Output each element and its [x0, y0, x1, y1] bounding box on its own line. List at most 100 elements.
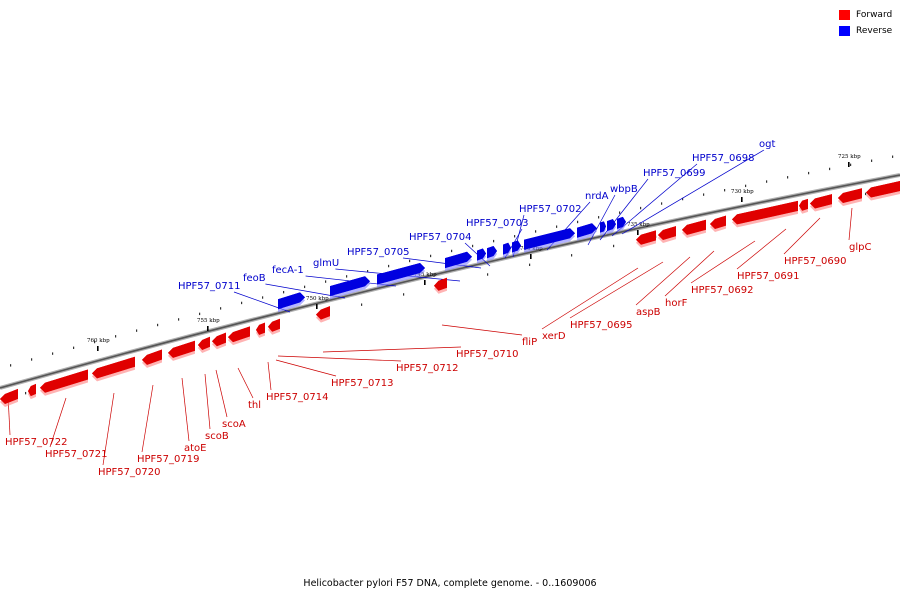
- gene-hpf57-0720: [40, 369, 88, 396]
- scale-tick-label: 730 kbp: [731, 189, 754, 195]
- gene-arrow-face: [142, 349, 162, 365]
- gene-arrow-face: [278, 292, 305, 310]
- gene-label-hpf57-0691: HPF57_0691: [737, 271, 799, 282]
- gene-label-hpf57-0704: HPF57_0704: [409, 232, 471, 243]
- scale-dot: [361, 303, 363, 306]
- gene-label-hpf57-0720: HPF57_0720: [98, 467, 160, 478]
- scale-dot: [136, 329, 138, 332]
- gene-flip: [434, 277, 447, 294]
- scale-tick-label: 725 kbp: [838, 154, 861, 160]
- gene-arrow-face: [28, 383, 36, 397]
- scale-dot: [304, 285, 306, 289]
- leader-line: [181, 377, 190, 442]
- scale-dot: [94, 340, 96, 344]
- gene-label-hpf57-0712: HPF57_0712: [396, 363, 458, 374]
- gene-hpf57-0711: [278, 292, 305, 313]
- scale-dot: [514, 235, 516, 238]
- gene-label-hpf57-0705: HPF57_0705: [347, 247, 409, 258]
- leader-line: [848, 207, 853, 241]
- scale-tick-label: 760 kbp: [87, 338, 110, 344]
- gene-label-glpc: glpC: [849, 242, 871, 253]
- gene-arrow-face: [607, 219, 616, 232]
- gene-label-aspb: aspB: [636, 307, 661, 318]
- leader-line: [635, 256, 691, 306]
- gene-arrow-face: [682, 219, 706, 235]
- leader-line: [402, 257, 482, 269]
- scale-dot: [556, 225, 558, 228]
- scale-dot: [808, 171, 810, 175]
- gene-label-horf: horF: [665, 298, 688, 309]
- leader-line: [322, 346, 462, 353]
- gene-arrow-face: [799, 198, 808, 211]
- scale-dot: [430, 254, 432, 258]
- legend-reverse-swatch: [839, 26, 850, 36]
- scale-tick-mark: [530, 254, 532, 259]
- gene-arrow-face: [256, 322, 265, 335]
- gene-arrow-face: [316, 306, 330, 320]
- scale-tick-label: 750 kbp: [306, 296, 329, 302]
- gene-hpf57-0695: [658, 226, 676, 243]
- gene-label-hpf57-0711: HPF57_0711: [178, 281, 240, 292]
- gene-label-hpf57-0722: HPF57_0722: [5, 437, 67, 448]
- legend-forward-label: Forward: [856, 10, 893, 20]
- scale-dot: [892, 155, 894, 158]
- gene-arrow-face: [710, 215, 726, 229]
- leader-line: [736, 228, 787, 270]
- gene-label-feob: feoB: [243, 273, 266, 284]
- leader-line: [587, 194, 616, 246]
- gene-arrow-face: [268, 318, 280, 332]
- gene-arrow-face: [212, 332, 226, 347]
- gene-label-atoe: atoE: [184, 443, 207, 454]
- gene-arrow-face: [228, 326, 250, 343]
- backbone-line: [0, 174, 900, 389]
- scale-dot: [52, 352, 54, 355]
- leader-line: [664, 250, 715, 297]
- scale-dot: [571, 254, 573, 257]
- gene-scob: [168, 340, 195, 361]
- scale-tick-mark: [97, 346, 99, 351]
- gene-label-hpf57-0690: HPF57_0690: [784, 256, 846, 267]
- gene-arrow-face: [732, 200, 798, 225]
- gene-arrow-face: [503, 242, 511, 255]
- gene-feob: [330, 276, 370, 300]
- gene-label-ogt: ogt: [759, 139, 775, 150]
- gene-label-hpf57-0719: HPF57_0719: [137, 454, 199, 465]
- scale-dot: [178, 318, 180, 321]
- scale-dot: [346, 275, 348, 278]
- gene-label-hpf57-0695: HPF57_0695: [570, 320, 632, 331]
- gene-aspb: [682, 219, 706, 238]
- gene-label-hpf57-0702: HPF57_0702: [519, 204, 581, 215]
- gene-label-hpf57-0721: HPF57_0721: [45, 449, 107, 460]
- scale-dot: [619, 211, 621, 214]
- gene-arrow-face: [524, 228, 575, 250]
- gene-hpf57-0719: [92, 356, 135, 382]
- scale-dot: [703, 193, 705, 196]
- gene-arrow-face: [810, 194, 832, 209]
- scale-dot: [850, 163, 852, 167]
- scale-tick-mark: [424, 280, 426, 285]
- scale-tick-label: 735 kbp: [627, 222, 650, 228]
- gene-glmu: [445, 251, 472, 272]
- gene-horf: [710, 215, 726, 232]
- gene-label-hpf57-0698: HPF57_0698: [692, 153, 754, 164]
- legend-forward-swatch: [839, 10, 850, 20]
- leader-line: [275, 359, 337, 377]
- gene-hpf57-0699: [600, 221, 606, 236]
- gene-label-hpf57-0710: HPF57_0710: [456, 349, 518, 360]
- scale-dot: [661, 202, 663, 205]
- leader-line: [141, 384, 154, 453]
- gene-hpf57-0710: [316, 306, 330, 323]
- gene-glpc2: [866, 181, 900, 201]
- gene-thl: [212, 332, 226, 350]
- scale-dot: [829, 167, 831, 171]
- gene-hpf57-0704: [487, 245, 497, 262]
- scale-tick-label: 755 kbp: [197, 318, 220, 324]
- gene-label-hpf57-0703: HPF57_0703: [466, 218, 528, 229]
- gene-label-hpf57-0692: HPF57_0692: [691, 285, 753, 296]
- scale-dot: [766, 180, 768, 183]
- legend-reverse: Reverse: [839, 26, 892, 36]
- scale-tick-mark: [316, 304, 318, 309]
- gene-hpf57-0713: [256, 322, 265, 338]
- gene-hpf57-0705: [477, 248, 486, 264]
- scale-dot: [73, 346, 75, 350]
